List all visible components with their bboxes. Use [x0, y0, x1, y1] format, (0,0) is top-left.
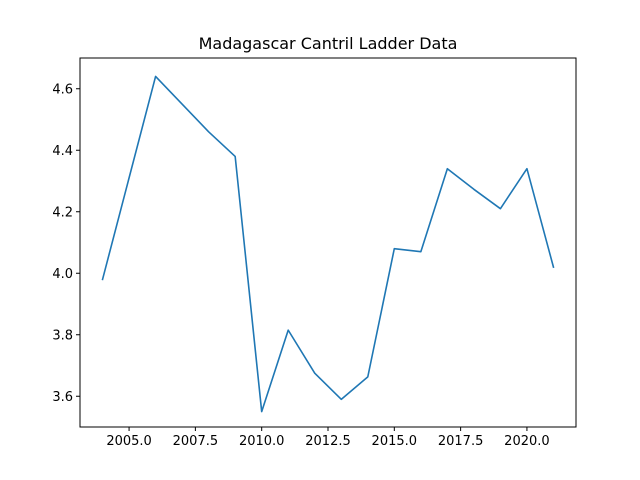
x-tick-label: 2017.5 — [438, 434, 484, 449]
y-tick-label: 4.0 — [52, 267, 73, 282]
y-tick-label: 3.6 — [52, 390, 73, 405]
y-tick-label: 3.8 — [52, 328, 73, 343]
x-tick-label: 2020.0 — [504, 434, 550, 449]
x-tick-label: 2012.5 — [305, 434, 351, 449]
x-tick-label: 2005.0 — [106, 434, 152, 449]
series-line — [101, 75, 555, 413]
y-tick-label: 4.2 — [52, 205, 73, 220]
x-tick-label: 2015.0 — [372, 434, 418, 449]
y-tick-label: 4.6 — [52, 82, 73, 97]
y-tick-label: 4.4 — [52, 144, 73, 159]
x-tick-label: 2007.5 — [173, 434, 219, 449]
plot-frame — [79, 57, 577, 428]
chart-title: Madagascar Cantril Ladder Data — [199, 34, 458, 53]
x-tick-label: 2010.0 — [239, 434, 285, 449]
